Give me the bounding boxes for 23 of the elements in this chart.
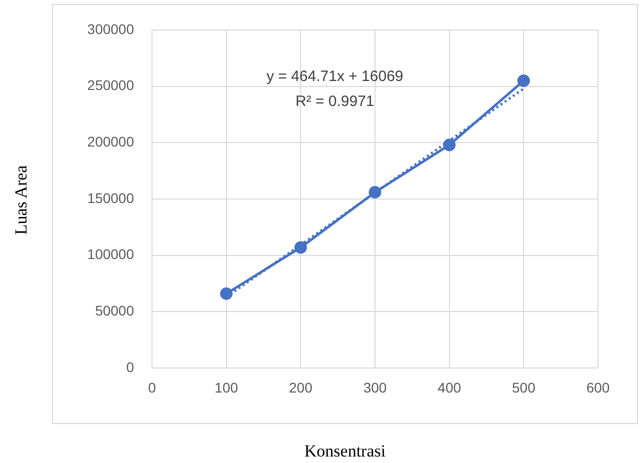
x-tick-label: 500 (512, 379, 536, 396)
x-tick-label: 200 (288, 379, 313, 396)
x-tick-label: 100 (214, 379, 238, 396)
annotation: R² = 0.9971 (295, 93, 374, 110)
point (220, 287, 233, 300)
x-tick-label: 600 (586, 379, 610, 396)
point (368, 186, 382, 198)
point (517, 74, 530, 87)
x-tick-label: 300 (363, 379, 387, 396)
x-axis-title: Konsentrasi (304, 441, 386, 460)
y-tick-label: 200000 (87, 134, 134, 150)
y-tick-label: 150000 (87, 190, 134, 206)
x-tick-label: 0 (148, 379, 156, 396)
point (443, 138, 456, 152)
y-tick-label: 300000 (87, 20, 134, 37)
y-tick-label: 50000 (95, 302, 134, 319)
x-tick-label: 400 (438, 379, 462, 396)
y-tick-label: 250000 (87, 77, 134, 94)
y-tick-label: 0 (126, 358, 134, 375)
point (294, 241, 307, 254)
y-tick-label: 100000 (87, 246, 134, 262)
y-axis-title: Luas Area (11, 164, 30, 235)
annotation: y = 464.71x + 16069 (266, 68, 404, 86)
